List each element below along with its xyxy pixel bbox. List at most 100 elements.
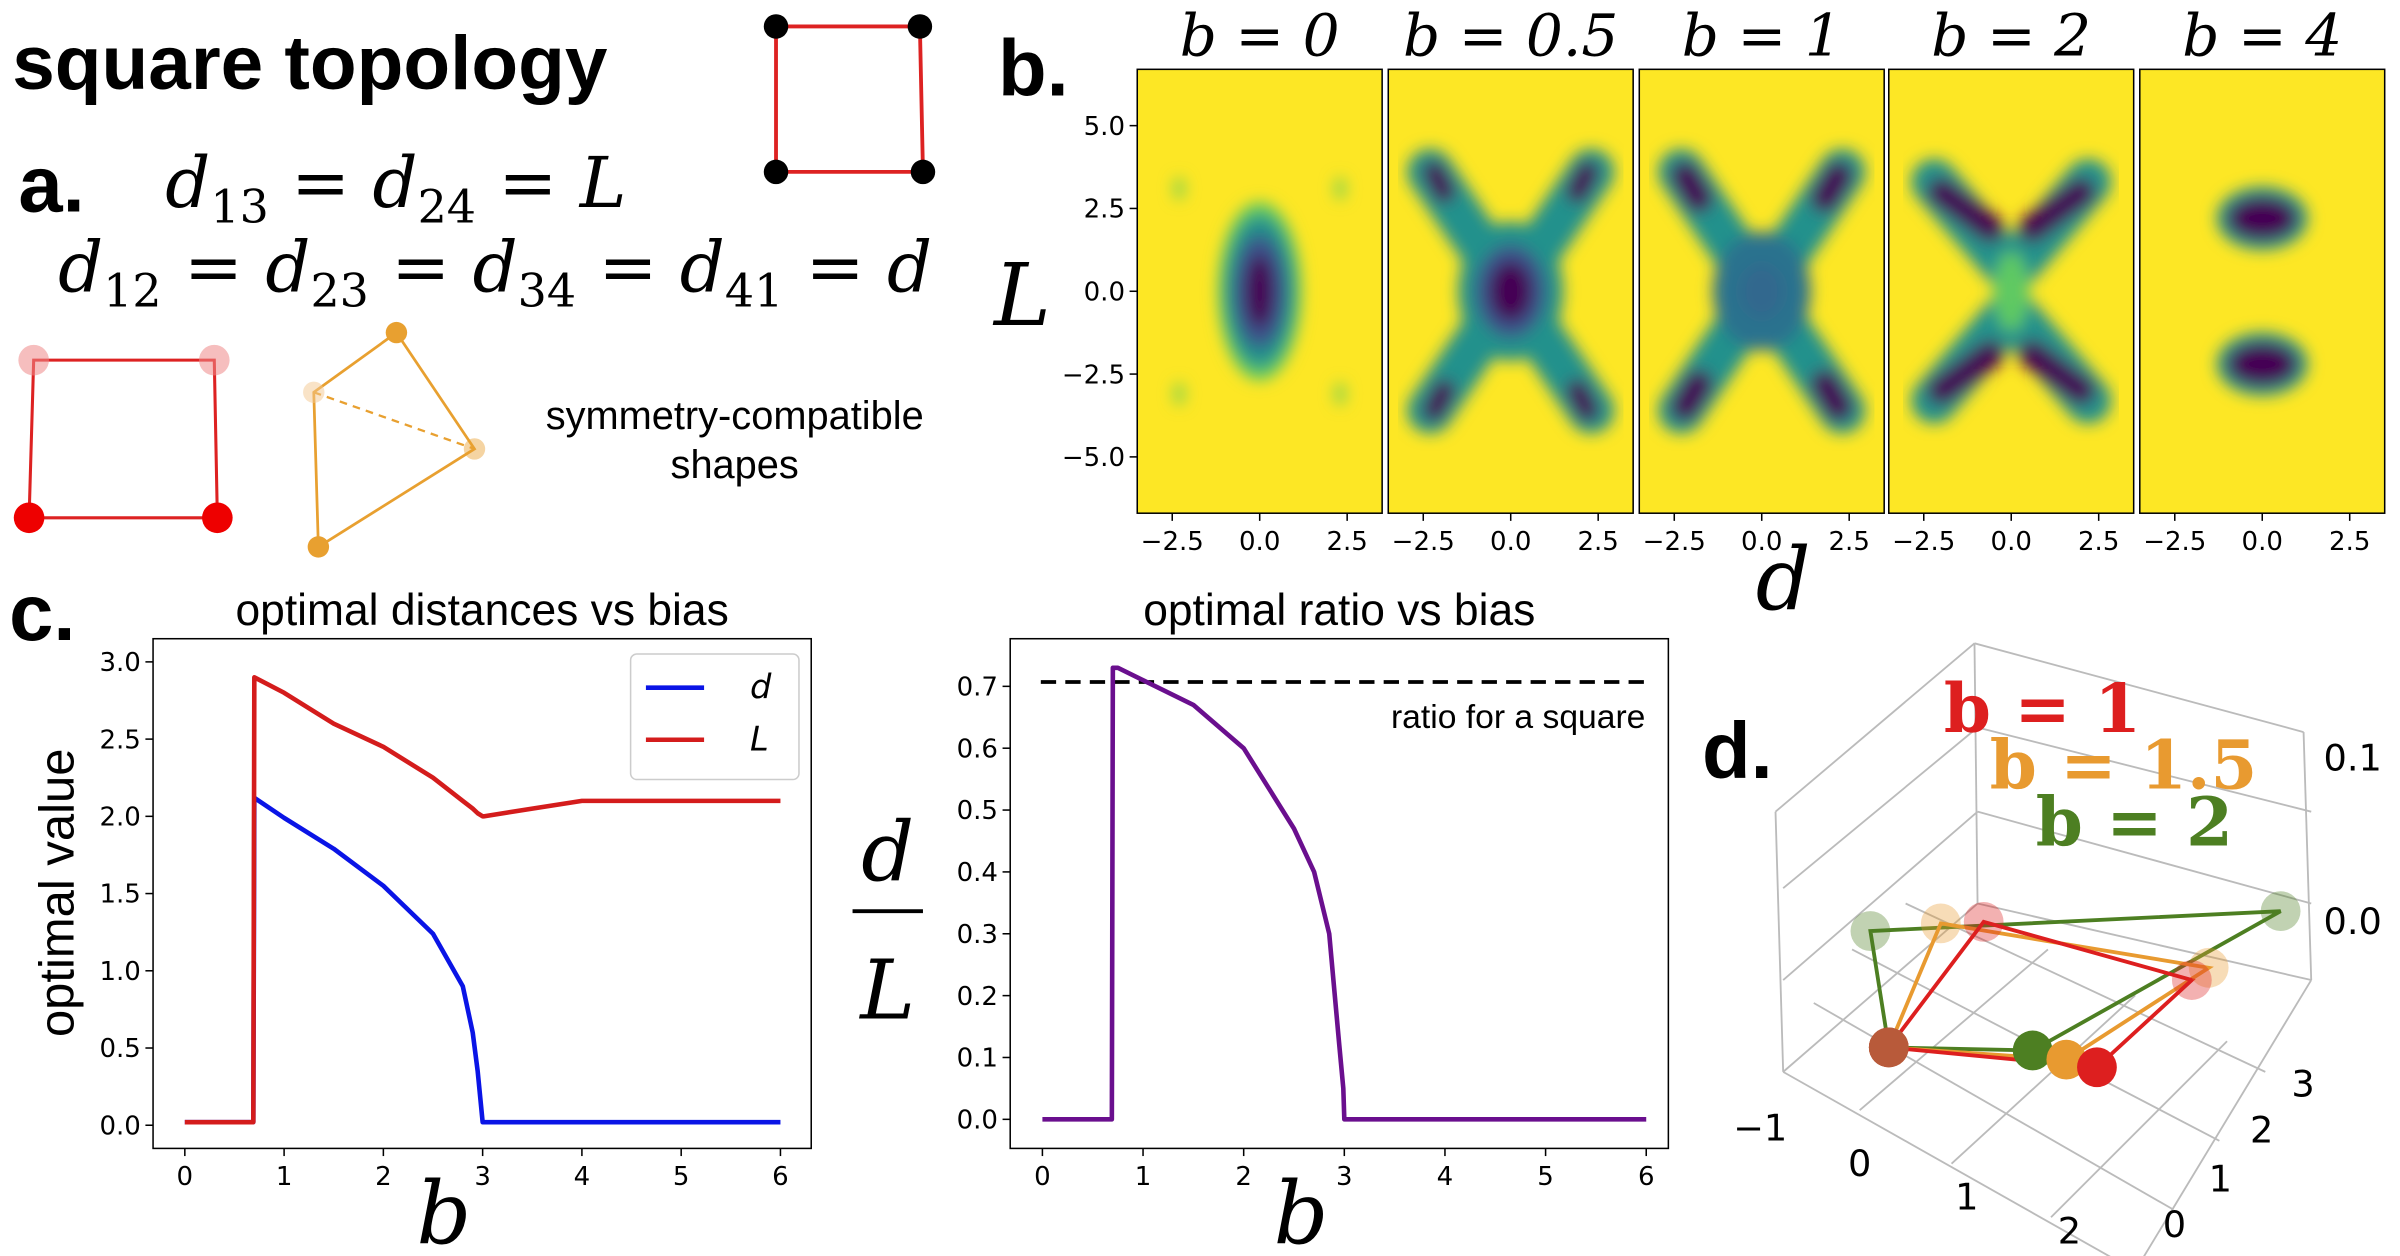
grid-3d (2050, 1040, 2228, 1218)
y-tick-label: 0.1 (957, 1044, 998, 1074)
blob (1334, 382, 1346, 406)
blob (1993, 251, 2029, 332)
equation-part: = d (783, 226, 932, 308)
blob-arm (1670, 370, 1713, 421)
x-tick-label: −2.5 (1892, 527, 1955, 557)
blob-arm (1927, 178, 2005, 243)
x-tick-label: 0.0 (1741, 527, 1782, 557)
x-tick-label: 2.5 (1577, 527, 1618, 557)
blob (1334, 176, 1346, 201)
subscript: 41 (725, 264, 783, 318)
x-tick-label: 0 (177, 1162, 194, 1192)
blob-arm (1566, 379, 1599, 422)
equation-part: d (58, 226, 103, 308)
grid-3d (1950, 994, 2136, 1165)
x-tick-label: 4 (1437, 1162, 1454, 1192)
blob-arm (1927, 340, 2005, 405)
line-series (184, 795, 781, 1125)
blob (1489, 261, 1532, 322)
x-tick-label: 6 (772, 1162, 789, 1192)
subscript: 12 (103, 264, 161, 318)
heatmap-blobs (1658, 149, 1866, 434)
grid-3d (1859, 948, 2049, 1111)
equation-part: = d (269, 142, 418, 224)
x-tick-label: 4 (574, 1162, 591, 1192)
blob-arm (2018, 178, 2095, 243)
point-3d (2077, 1047, 2117, 1088)
y-tick-label: 2.5 (1084, 195, 1125, 225)
square-diagram (763, 14, 936, 185)
x-tick-label: −1 (1733, 1107, 1787, 1150)
heatmap-bg (2139, 69, 2385, 514)
y-tick-label: 3.0 (99, 648, 140, 678)
equation: d12 = d23 = d34 = d41 = d (58, 226, 932, 317)
x-tick-label: 1 (1135, 1162, 1152, 1192)
grid-3d (1977, 902, 2312, 981)
y-tick-label: 0.5 (957, 796, 998, 826)
y-tick-label: 0.3 (957, 920, 998, 950)
heatmap-blobs (1173, 176, 1346, 406)
equation-part: d (165, 142, 210, 224)
x-tick-label: 2.5 (1326, 527, 1367, 557)
x-tick-label: 2.5 (2078, 527, 2119, 557)
y-axis-label: L (858, 942, 915, 1038)
y-tick-label: 2.0 (99, 803, 140, 833)
x-tick-label: 5 (673, 1162, 690, 1192)
line-series (184, 675, 781, 1125)
y-tick-label: 3 (2291, 1062, 2314, 1105)
y-tick-label: 0.0 (1084, 277, 1125, 307)
grid-3d (1973, 643, 1979, 904)
x-tick-label: 0.0 (1239, 527, 1280, 557)
blob-arm (1810, 370, 1853, 421)
blob (1173, 382, 1185, 406)
grid-3d (1905, 902, 2266, 1073)
subscript: 34 (518, 264, 576, 318)
axes-frame (1009, 637, 1670, 1150)
point-3d (2171, 960, 2212, 1000)
point-3d (1963, 901, 2004, 942)
y-tick-label: 0 (2163, 1203, 2186, 1246)
x-tick-label: 5 (1537, 1162, 1554, 1192)
equation-part: = d (162, 226, 311, 308)
heatmap (1173, 176, 1346, 406)
blob-arm (1423, 161, 1455, 203)
equation: d13 = d24 = L (165, 142, 626, 233)
y-axis-label: d (861, 805, 914, 901)
y-tick-label: 0.7 (957, 673, 998, 703)
heatmap-blobs (1911, 158, 2112, 424)
x-tick-label: 3 (1336, 1162, 1353, 1192)
x-tick-label: −2.5 (2143, 527, 2206, 557)
panel-title: b = 2 (1931, 2, 2091, 70)
x-tick-label: 3 (474, 1162, 491, 1192)
blob (1740, 264, 1783, 318)
heatmap (1407, 149, 1615, 434)
grid-3d (2143, 979, 2313, 1256)
blob (1245, 254, 1274, 328)
annotation: b = 1.5 (1990, 726, 2258, 805)
y-tick-label: 2 (2250, 1108, 2273, 1151)
panel-title: b = 4 (2182, 2, 2342, 70)
caption: symmetry-compatible (546, 394, 924, 438)
heatmap-blobs (1407, 149, 1615, 434)
point-3d (1850, 911, 1891, 951)
y-tick-label: 0.0 (957, 1106, 998, 1136)
blob (2227, 342, 2298, 386)
point-3d (2012, 1030, 2053, 1071)
grid-3d (1974, 642, 2304, 733)
blob-arm (1810, 161, 1853, 213)
grid-3d (1782, 1071, 2111, 1256)
point-3d (2260, 891, 2301, 932)
x-tick-label: 6 (1638, 1162, 1655, 1192)
x-tick-label: 1 (276, 1162, 293, 1192)
grid-3d (1782, 726, 1979, 889)
legend-box (629, 653, 800, 781)
panel-title: b = 0 (1180, 2, 1340, 70)
y-tick-label: 1.5 (99, 880, 140, 910)
grid-3d (1977, 810, 2312, 905)
y-tick-label: 0.5 (99, 1034, 140, 1064)
blob (2227, 196, 2298, 240)
y-axis-label: optimal value (30, 749, 84, 1038)
y-tick-label: 1.0 (99, 957, 140, 987)
blob-arm (2018, 340, 2095, 405)
